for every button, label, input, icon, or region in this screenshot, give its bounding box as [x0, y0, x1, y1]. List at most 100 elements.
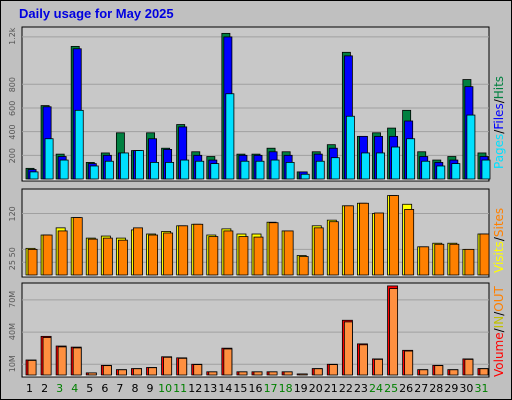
day-label: 27 — [414, 382, 428, 395]
bar-sites — [449, 243, 460, 276]
bar-pages — [376, 152, 385, 180]
bar-pages — [89, 165, 99, 180]
bar-pages — [345, 115, 355, 180]
bar-sites — [359, 202, 369, 276]
bar-volume-out — [449, 369, 459, 376]
bar-pages — [135, 150, 144, 180]
bar-sites — [193, 223, 204, 276]
bar-sites — [389, 195, 400, 276]
bar-volume-out — [268, 371, 278, 376]
bar-pages — [255, 160, 265, 180]
bar-volume-out — [42, 337, 52, 376]
day-label: 16 — [249, 382, 263, 395]
legend-separator: / — [492, 311, 506, 316]
day-label: 11 — [173, 382, 187, 395]
y-tick-label: 400 — [8, 124, 17, 139]
bar-volume-out — [148, 367, 157, 376]
day-label: 7 — [116, 382, 123, 395]
bar-sites — [298, 256, 309, 276]
day-label: 12 — [188, 382, 202, 395]
bar-sites — [27, 248, 38, 276]
bar-volume-out — [27, 360, 37, 376]
bar-volume-out — [419, 369, 429, 376]
bar-volume-out — [343, 321, 353, 376]
bar-volume-out — [389, 288, 399, 376]
day-label: 22 — [339, 382, 353, 395]
legend-files: Files — [492, 103, 506, 129]
bar-volume-out — [479, 368, 489, 376]
day-label: 31 — [474, 382, 488, 395]
day-label: 15 — [233, 382, 247, 395]
bar-sites — [343, 205, 354, 276]
bar-volume-out — [283, 371, 293, 376]
bar-pages — [29, 171, 39, 180]
day-label: 14 — [218, 382, 232, 395]
bar-volume-out — [117, 369, 127, 376]
legend: Pages/Files/Hits — [492, 76, 506, 169]
bar-volume-out — [464, 358, 474, 376]
bar-sites — [148, 234, 158, 276]
legend-out: OUT — [492, 286, 506, 312]
bar-pages — [481, 159, 491, 180]
bar-pages — [300, 173, 310, 180]
bar-volume-out — [404, 350, 414, 376]
day-label: 5 — [86, 382, 93, 395]
day-label: 29 — [444, 382, 458, 395]
bar-sites — [42, 234, 53, 276]
day-label: 24 — [369, 382, 383, 395]
legend-separator: / — [492, 236, 506, 241]
bar-sites — [268, 222, 279, 276]
bar-pages — [59, 159, 69, 180]
day-label: 3 — [56, 382, 63, 395]
bar-sites — [328, 221, 339, 276]
bar-pages — [466, 114, 476, 180]
bar-volume-out — [72, 347, 82, 376]
bar-sites — [404, 208, 415, 276]
bar-pages — [391, 146, 401, 180]
bar-sites — [178, 225, 189, 276]
bar-sites — [133, 227, 143, 276]
day-label: 9 — [147, 382, 154, 395]
bar-pages — [225, 93, 235, 180]
bar-pages — [421, 160, 431, 180]
y-tick-label: 70M — [8, 291, 17, 308]
panel-bg — [21, 282, 490, 378]
bar-volume-out — [253, 371, 263, 376]
legend: Volume/IN/OUT — [492, 286, 506, 377]
bar-sites — [374, 212, 384, 276]
bar-pages — [240, 160, 250, 180]
day-label: 26 — [399, 382, 413, 395]
bar-pages — [451, 163, 461, 180]
bar-volume-out — [313, 368, 323, 376]
bar-sites — [283, 230, 294, 276]
bar-pages — [119, 152, 129, 180]
bar-pages — [270, 159, 280, 180]
bar-sites — [253, 236, 264, 276]
y-tick-label: 1.2k — [8, 27, 17, 45]
bar-volume-out — [193, 364, 203, 376]
bar-sites — [208, 236, 219, 276]
y-tick-label: 200 — [8, 148, 17, 163]
bar-sites — [419, 246, 430, 276]
day-label: 21 — [324, 382, 338, 395]
bar-pages — [195, 160, 205, 180]
bar-volume-out — [208, 371, 218, 376]
legend-volume: Volume — [492, 332, 506, 377]
day-label: 8 — [131, 382, 138, 395]
bar-volume-out — [102, 365, 112, 376]
day-label: 13 — [203, 382, 217, 395]
day-label: 4 — [71, 382, 78, 395]
y-tick-label: 600 — [8, 101, 17, 116]
bar-sites — [117, 239, 128, 276]
bar-pages — [180, 159, 190, 180]
chart-title: Daily usage for May 2025 — [19, 6, 174, 21]
day-label: 20 — [309, 382, 323, 395]
bar-sites — [163, 232, 174, 276]
bar-pages — [210, 163, 220, 180]
bar-volume-out — [374, 358, 383, 376]
bar-volume-out — [328, 364, 338, 376]
bar-sites — [87, 238, 98, 276]
legend: Visits/Sites — [492, 208, 506, 273]
bar-volume-out — [57, 346, 67, 376]
bar-volume-out — [359, 344, 368, 376]
